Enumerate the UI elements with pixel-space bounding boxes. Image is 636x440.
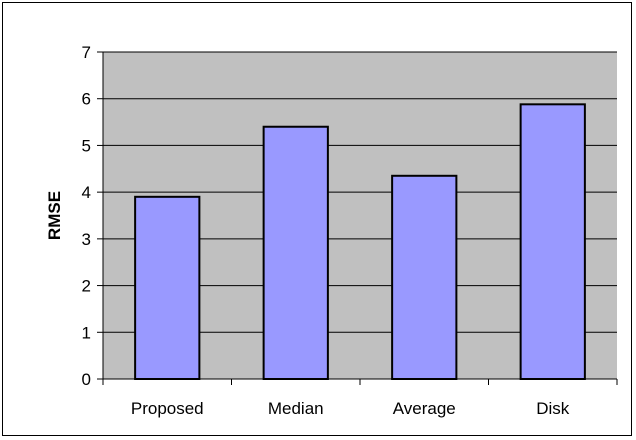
y-tick-label: 1 — [82, 323, 91, 342]
bar-median — [262, 125, 329, 380]
bar-average — [391, 174, 458, 380]
y-tick-label: 7 — [82, 43, 91, 62]
bar-disk — [519, 103, 586, 380]
y-tick-label: 6 — [82, 90, 91, 109]
y-tick-label: 0 — [82, 370, 91, 389]
y-tick-label: 5 — [82, 136, 91, 155]
y-tick-label: 4 — [82, 183, 91, 202]
y-tick-label: 2 — [82, 277, 91, 296]
y-tick-label: 3 — [82, 230, 91, 249]
y-tick-labels: 0 1 2 3 4 5 6 7 — [82, 43, 91, 389]
axes — [97, 51, 618, 385]
bar-proposed — [134, 195, 201, 380]
x-tick-label: Average — [393, 399, 456, 418]
x-tick-labels: Proposed Median Average Disk — [131, 399, 570, 418]
x-tick-label: Median — [268, 399, 324, 418]
y-axis-title: RMSE — [45, 191, 64, 240]
x-tick-label: Disk — [536, 399, 570, 418]
x-tick-label: Proposed — [131, 399, 204, 418]
